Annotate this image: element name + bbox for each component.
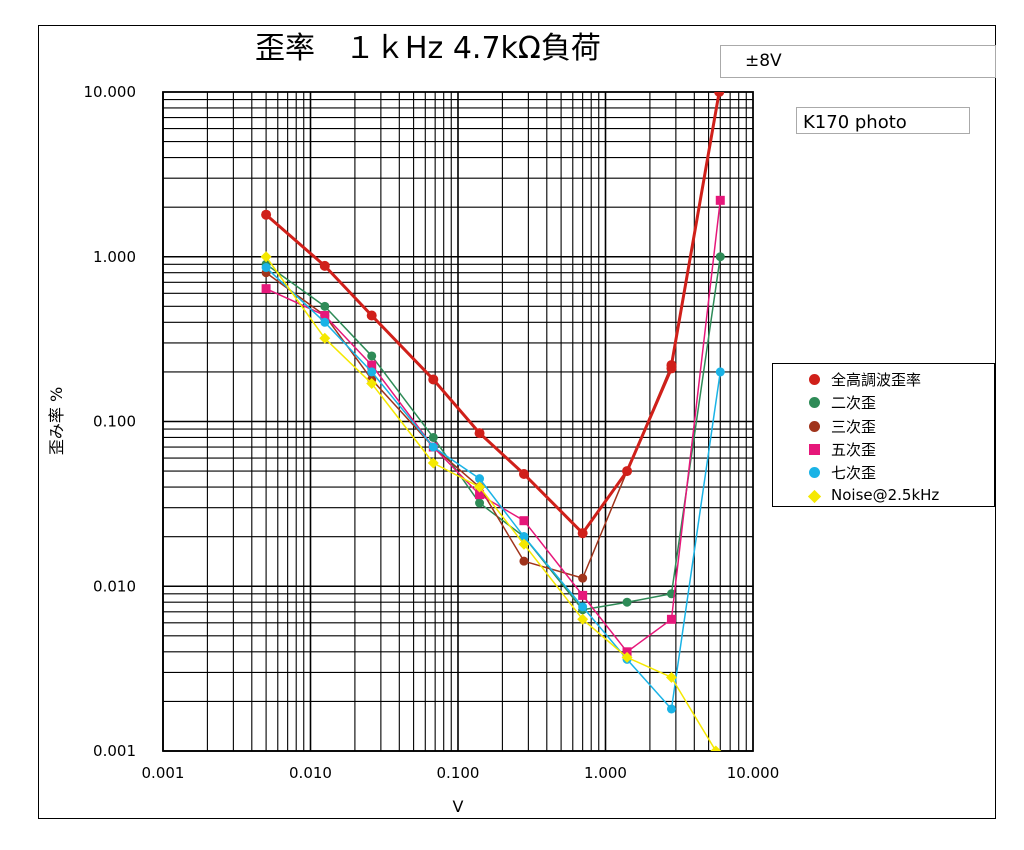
series-5 [260, 251, 722, 751]
series-line [265, 266, 722, 710]
legend-marker [807, 489, 822, 503]
data-point [474, 481, 486, 493]
data-point [428, 432, 438, 442]
legend-item: 全高調波歪率 [773, 368, 994, 390]
y-axis-label: 歪み率 % [47, 387, 66, 455]
data-point [260, 251, 272, 263]
data-point [518, 538, 530, 550]
chart-title: 歪率 １ｋHz 4.7kΩ負荷 [255, 31, 601, 66]
data-point [319, 332, 331, 344]
data-point [710, 745, 722, 751]
x-tick-label: 10.000 [727, 764, 780, 782]
legend-item: 五次歪 [773, 438, 994, 460]
x-tick-label: 0.010 [289, 764, 332, 782]
data-point [319, 260, 330, 271]
data-point [666, 614, 676, 624]
data-point [577, 613, 589, 625]
series-3 [261, 195, 725, 657]
data-point [475, 498, 485, 508]
data-point [475, 474, 485, 484]
data-point [578, 590, 588, 600]
legend: 全高調波歪率 二次歪三次歪五次歪七次歪 Noise@2.5kHz [772, 363, 995, 507]
data-point [665, 671, 677, 683]
data-point [475, 490, 485, 500]
x-axis-label: V [453, 797, 464, 816]
data-point [261, 284, 271, 294]
data-point [320, 301, 330, 311]
legend-label: 二次歪 [831, 394, 877, 413]
series-group [260, 92, 725, 751]
data-point [621, 651, 633, 663]
data-point [518, 469, 529, 480]
data-point [666, 360, 677, 371]
data-point [578, 602, 588, 612]
y-tick-label: 0.001 [93, 742, 136, 760]
legend-item: Noise@2.5kHz [773, 485, 994, 507]
data-point [367, 360, 377, 370]
axis-ticks: 0.001 0.010 0.100 1.000 10.000 0.001 0.010 0.10… [84, 83, 780, 782]
data-point [715, 195, 725, 205]
x-tick-label: 0.001 [142, 764, 185, 782]
y-tick-label: 1.000 [93, 248, 136, 266]
data-point [715, 367, 725, 377]
legend-label: 五次歪 [831, 440, 877, 459]
data-point [261, 209, 272, 220]
data-point [367, 367, 377, 377]
legend-item: 七次歪 [773, 461, 994, 483]
data-point [320, 310, 330, 320]
series-0 [261, 92, 725, 539]
y-tick-label: 0.010 [93, 577, 136, 595]
x-tick-label: 1.000 [584, 764, 627, 782]
grid [162, 91, 754, 752]
legend-label: Noise@2.5kHz [831, 485, 940, 504]
y-tick-label: 10.000 [84, 83, 137, 101]
series-4 [261, 263, 725, 714]
data-point [366, 310, 377, 321]
data-point [715, 252, 725, 262]
data-point [320, 317, 330, 327]
data-point [622, 466, 633, 477]
model-annotation: K170 photo [796, 107, 970, 134]
data-point [666, 704, 676, 714]
series-line [265, 92, 721, 535]
data-point [622, 597, 632, 607]
y-tick-label: 0.100 [93, 413, 136, 431]
data-point [367, 351, 377, 361]
series-line [265, 256, 717, 751]
series-line [265, 200, 722, 653]
series-line [265, 256, 722, 611]
chart-frame [38, 25, 996, 819]
legend-marker [809, 420, 820, 432]
data-point [519, 532, 529, 542]
legend-marker [809, 443, 820, 455]
data-point [366, 378, 378, 390]
legend-label: 三次歪 [831, 417, 877, 436]
data-point [714, 92, 725, 97]
data-point [427, 457, 439, 469]
data-point [428, 374, 439, 385]
voltage-annotation: ±8V [720, 45, 996, 78]
legend-marker [809, 374, 820, 385]
data-point [261, 263, 271, 273]
data-point [428, 442, 438, 452]
legend-item: 三次歪 [773, 415, 994, 437]
data-point [519, 516, 529, 526]
legend-item: 二次歪 [773, 391, 994, 413]
plot-area-border [162, 91, 754, 752]
data-point [622, 647, 632, 657]
data-point [519, 556, 529, 566]
data-point [577, 528, 588, 539]
legend-label: 七次歪 [831, 464, 877, 483]
data-point [474, 428, 485, 439]
legend-label: 全高調波歪率 [831, 371, 922, 389]
legend-marker [809, 467, 820, 479]
legend-marker [809, 397, 820, 409]
x-tick-label: 0.100 [437, 764, 480, 782]
data-point [578, 573, 588, 583]
